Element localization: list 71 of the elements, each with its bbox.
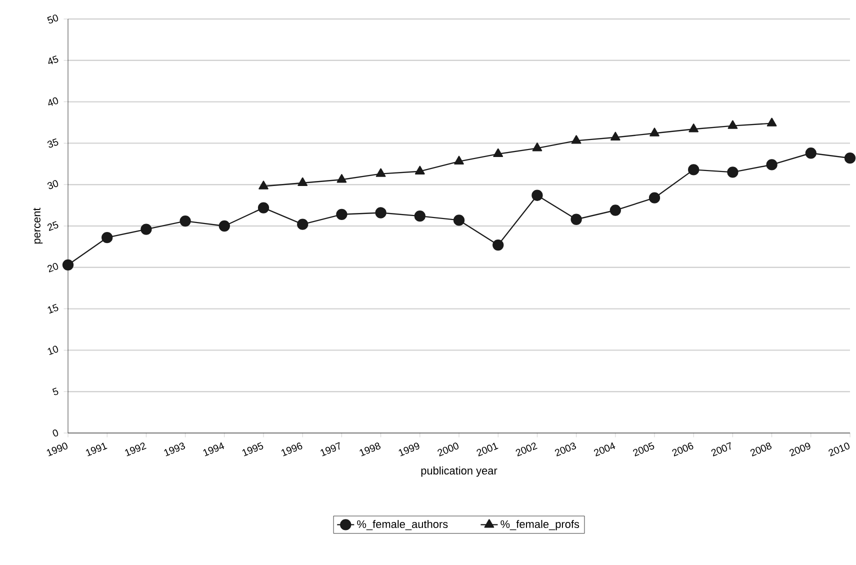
legend-label: %_female_authors — [357, 520, 448, 530]
point — [648, 192, 660, 204]
point — [727, 166, 738, 178]
point — [298, 177, 308, 186]
x-tick-label: 2008 — [750, 442, 772, 456]
x-tick-label: 1998 — [360, 442, 381, 456]
point — [805, 148, 816, 159]
y-tick-label: 50 — [47, 14, 58, 24]
point — [102, 232, 113, 244]
x-tick-label: 2005 — [633, 442, 654, 456]
y-tick-label: 35 — [47, 138, 58, 148]
point — [570, 214, 582, 225]
point — [140, 224, 152, 235]
point — [844, 152, 856, 164]
y-tick-label: 15 — [48, 304, 58, 314]
y-tick-label: 45 — [48, 56, 58, 64]
x-tick-label: 2003 — [554, 442, 576, 456]
y-axis-title: percent — [33, 208, 43, 244]
point — [650, 128, 660, 136]
x-tick-label: 1994 — [203, 442, 224, 456]
point — [258, 180, 268, 190]
x-tick-label: 2001 — [476, 442, 498, 456]
point — [688, 164, 700, 176]
point — [336, 174, 347, 183]
point — [766, 159, 778, 170]
x-tick-label: 1995 — [242, 442, 264, 456]
point — [492, 239, 504, 251]
point — [688, 124, 699, 132]
legend-label: %_female_profs — [500, 520, 580, 530]
x-tick-label: 2000 — [438, 442, 458, 456]
point — [258, 202, 270, 214]
y-tick-label: 40 — [48, 97, 58, 106]
x-tick-label: 1996 — [281, 442, 302, 456]
x-tick-label: 2007 — [711, 442, 731, 456]
point — [297, 218, 308, 230]
y-tick-label: 10 — [48, 346, 58, 356]
x-tick-label: 2002 — [516, 442, 538, 456]
point — [571, 135, 582, 144]
point — [493, 148, 504, 158]
y-tick-label: 30 — [47, 180, 58, 190]
point — [336, 208, 348, 220]
point — [375, 207, 386, 218]
point — [454, 156, 464, 165]
point — [414, 166, 425, 174]
point — [728, 120, 738, 129]
point — [218, 220, 230, 232]
x-tick-label: 1991 — [86, 442, 108, 456]
x-tick-label: 2009 — [790, 442, 810, 456]
x-axis-title: publication year — [421, 466, 498, 477]
point — [414, 210, 426, 222]
x-tick-label: 2010 — [828, 442, 850, 456]
point — [532, 190, 543, 201]
point — [766, 118, 777, 126]
point — [376, 168, 386, 177]
y-tick-label: 0 — [52, 430, 58, 436]
x-tick-label: 1990 — [46, 442, 68, 456]
x-tick-label: 1992 — [125, 442, 146, 456]
y-tick-label: 5 — [52, 388, 58, 396]
x-tick-label: 1999 — [398, 442, 420, 456]
point — [610, 132, 620, 140]
x-tick-label: 1997 — [320, 442, 340, 456]
point — [532, 142, 542, 152]
point — [180, 215, 191, 227]
x-tick-label: 2006 — [672, 442, 694, 456]
point — [62, 259, 74, 270]
y-tick-label: 25 — [47, 221, 58, 231]
x-tick-label: 2004 — [594, 442, 616, 456]
point — [453, 214, 465, 226]
y-tick-label: 20 — [47, 262, 58, 272]
point — [610, 204, 621, 216]
x-tick-label: 1993 — [164, 442, 186, 456]
